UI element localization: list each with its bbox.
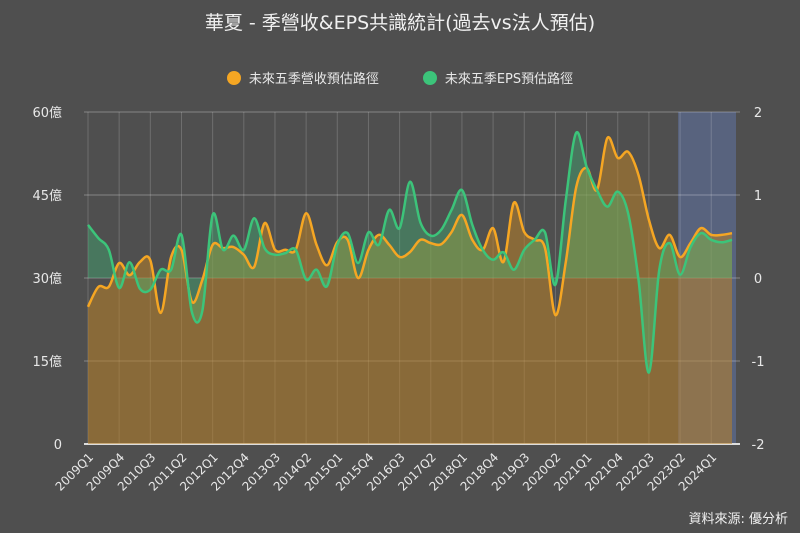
legend-item-eps[interactable]: 未來五季EPS預估路徑 <box>422 68 574 87</box>
legend-label-revenue: 未來五季營收預估路徑 <box>248 72 379 87</box>
legend: 未來五季營收預估路徑 未來五季EPS預估路徑 <box>0 68 800 87</box>
revenue-area <box>88 137 732 444</box>
legend-label-eps: 未來五季EPS預估路徑 <box>444 72 574 87</box>
y-left-tick-label: 45億 <box>32 188 62 204</box>
y-right-tick-label: -2 <box>752 438 765 453</box>
y-right-tick-label: 0 <box>754 272 762 287</box>
y-right-tick-label: 2 <box>754 106 762 121</box>
legend-dot-revenue <box>226 70 241 85</box>
y-left-tick-label: 0 <box>54 438 62 453</box>
legend-dot-eps <box>422 70 437 85</box>
source-note: 資料來源: 優分析 <box>688 512 788 527</box>
y-left-tick-label: 60億 <box>32 105 62 121</box>
y-right-tick-label: 1 <box>754 189 762 204</box>
legend-item-revenue[interactable]: 未來五季營收預估路徑 <box>226 68 379 87</box>
y-left-tick-label: 30億 <box>32 271 62 287</box>
chart-title: 華夏 - 季營收&EPS共識統計(過去vs法人預估) <box>204 12 596 34</box>
y-right-tick-label: -1 <box>752 355 765 370</box>
y-left-tick-label: 15億 <box>32 354 62 370</box>
